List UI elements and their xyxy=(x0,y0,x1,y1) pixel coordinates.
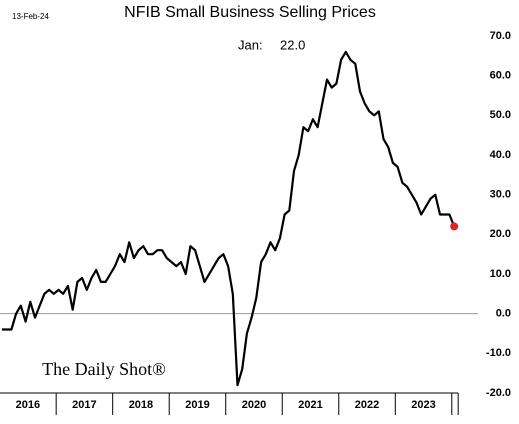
y-tick-label: 30.0 xyxy=(490,189,511,201)
last-note: Jan: xyxy=(238,37,263,52)
y-tick-label: 0.0 xyxy=(496,308,511,320)
watermark: The Daily Shot® xyxy=(42,359,166,379)
y-tick-label: 20.0 xyxy=(490,228,511,240)
y-tick-label: 50.0 xyxy=(490,109,511,121)
date-note: 13-Feb-24 xyxy=(12,12,49,21)
y-tick-label: -10.0 xyxy=(486,347,511,359)
x-tick-label: 2019 xyxy=(185,399,209,411)
y-tick-label: 60.0 xyxy=(490,70,511,82)
y-tick-label: 70.0 xyxy=(490,30,511,42)
last-point xyxy=(450,222,459,231)
chart-title: NFIB Small Business Selling Prices xyxy=(124,4,376,21)
x-tick-label: 2023 xyxy=(411,399,435,411)
x-tick-label: 2017 xyxy=(72,399,96,411)
x-tick-label: 2018 xyxy=(129,399,153,411)
x-tick-label: 2016 xyxy=(16,399,40,411)
value-label: 22.0 xyxy=(280,37,305,52)
series-line xyxy=(2,50,456,387)
x-tick-label: 2021 xyxy=(298,399,322,411)
x-tick-label: 2020 xyxy=(242,399,266,411)
y-tick-label: 10.0 xyxy=(490,268,511,280)
y-tick-label: 40.0 xyxy=(490,149,511,161)
y-tick-label: -20.0 xyxy=(486,387,511,399)
x-tick-label: 2022 xyxy=(355,399,379,411)
